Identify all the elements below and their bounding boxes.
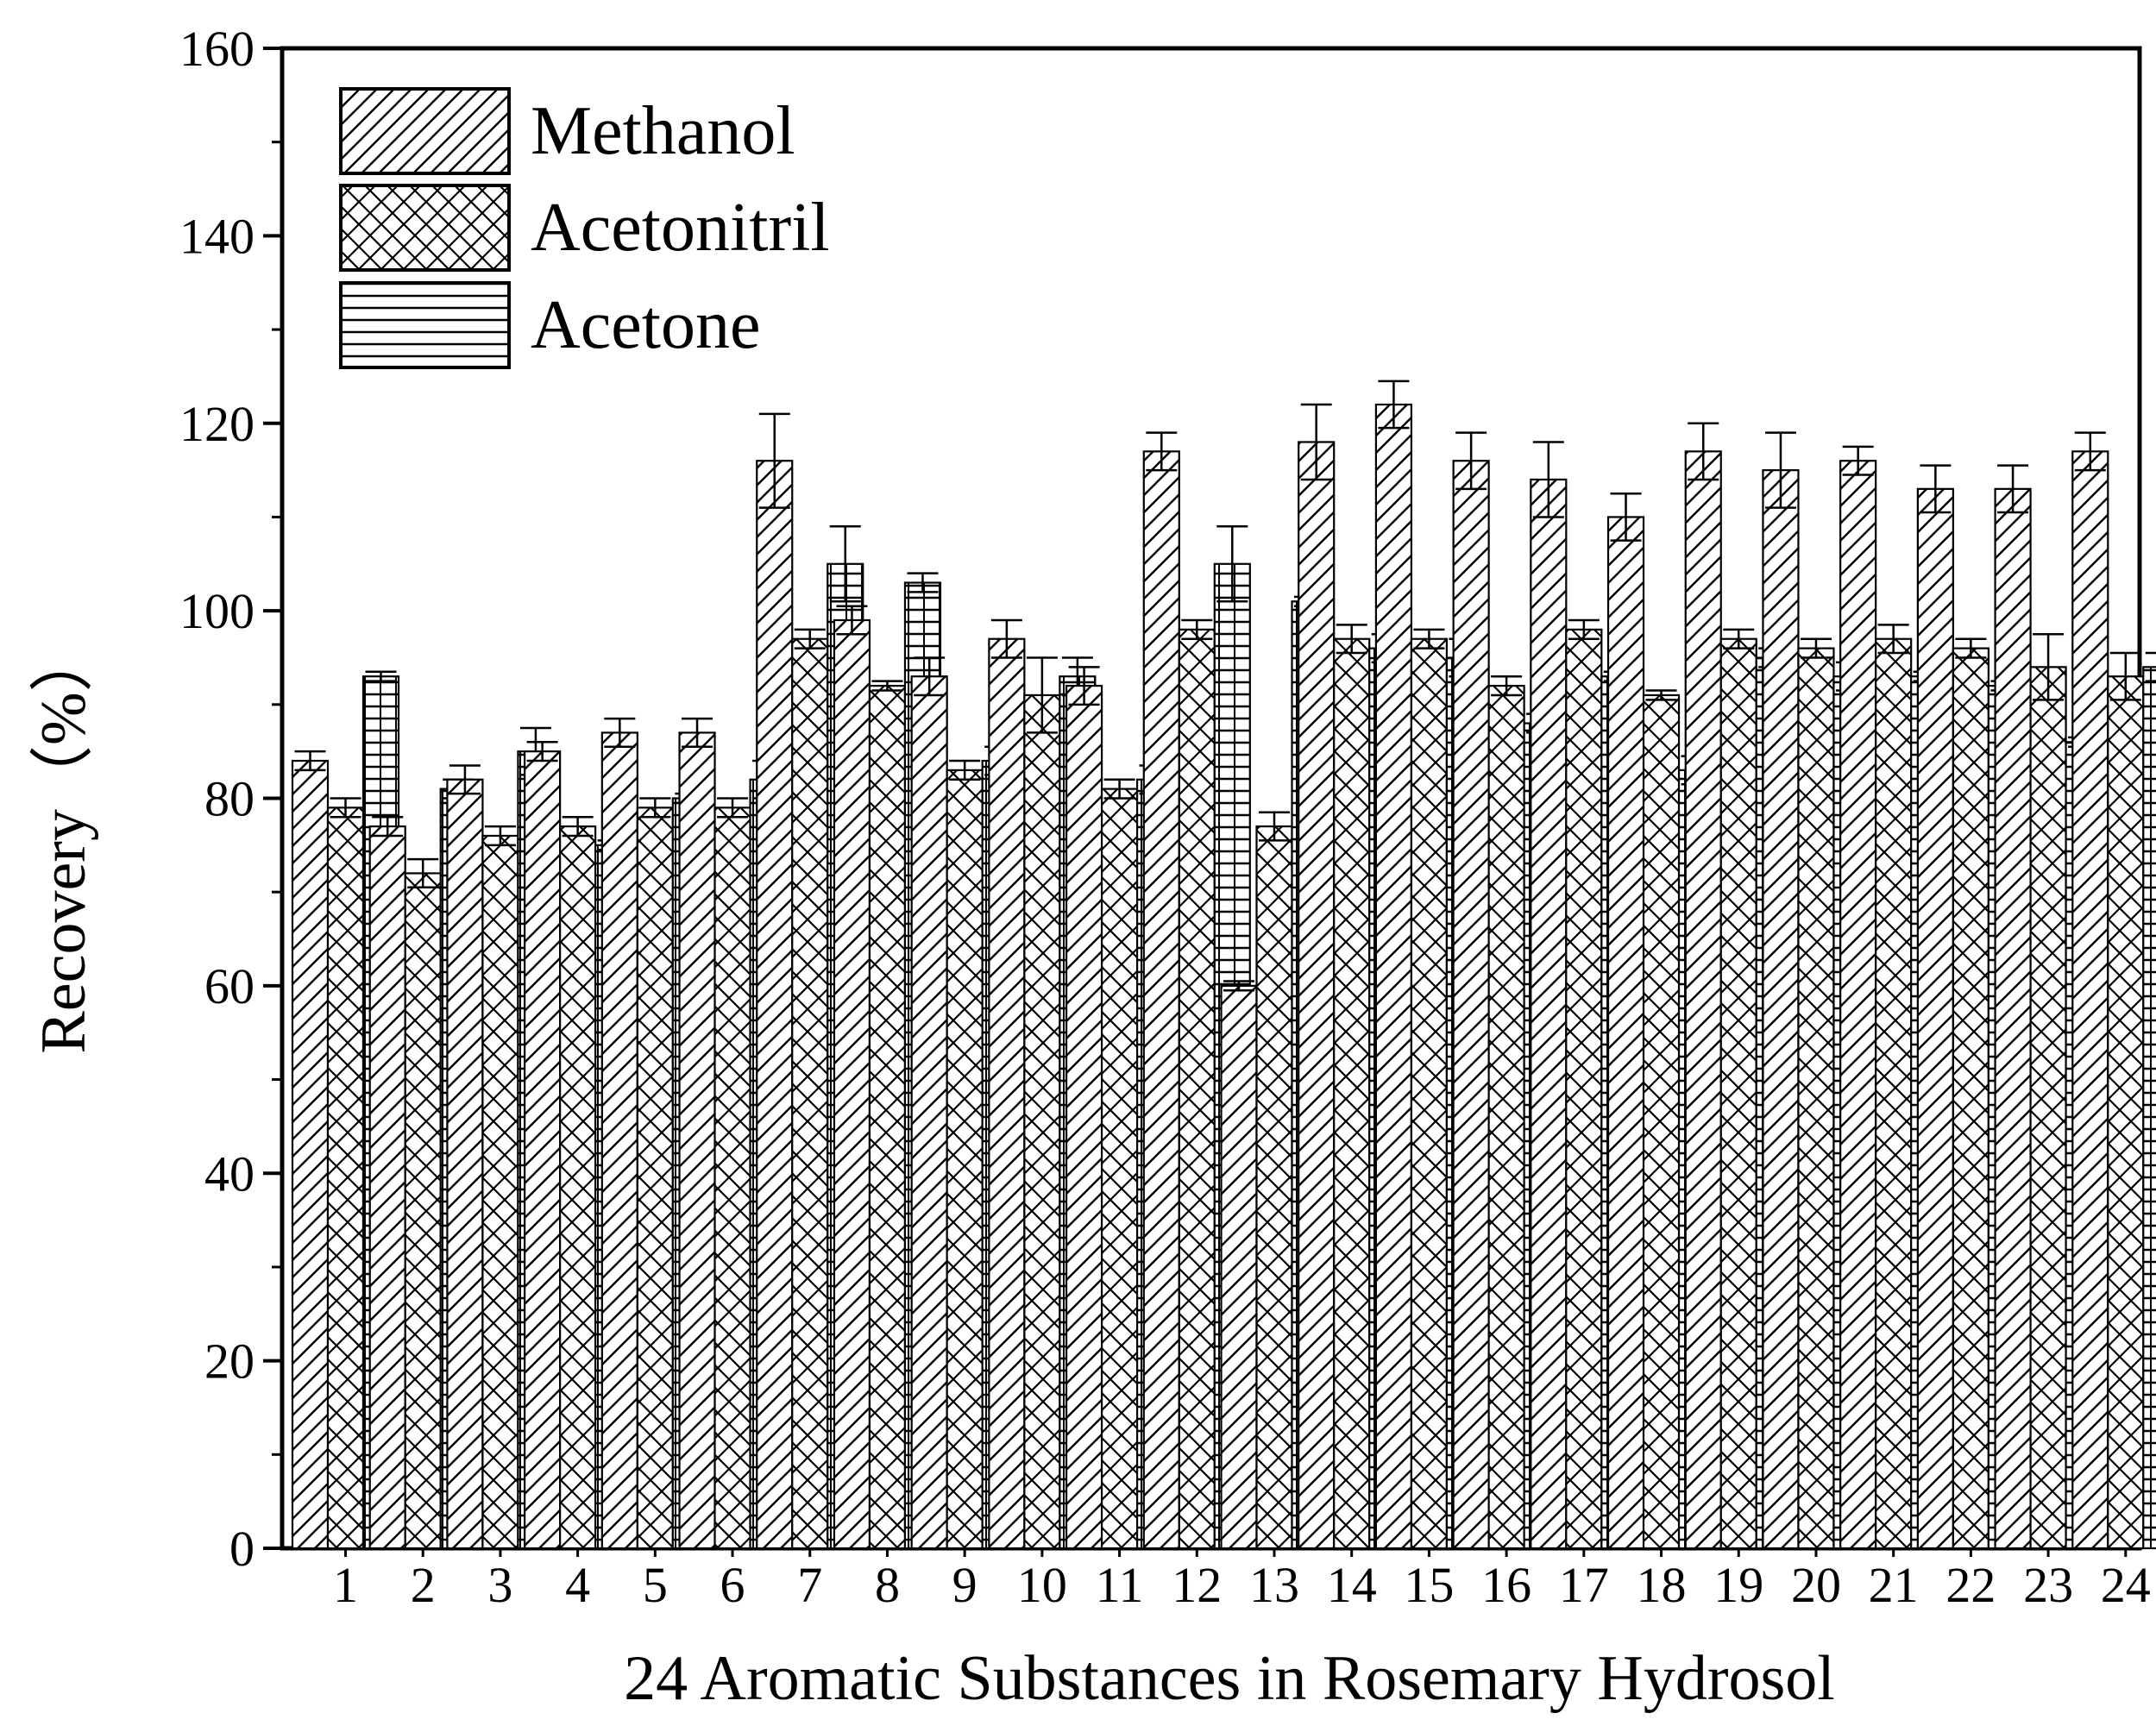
bar-methanol-14	[1298, 441, 1336, 1550]
bar-methanol-11	[1065, 684, 1103, 1550]
bar-acetonitril-16	[1487, 684, 1525, 1550]
bar-acetonitril-22	[1952, 647, 1989, 1550]
x-tick-label-15: 15	[1404, 1557, 1454, 1613]
bar-methanol-17	[1530, 478, 1568, 1550]
legend-swatch-acetonitril	[339, 184, 511, 272]
x-tick-label-2: 2	[411, 1557, 436, 1613]
bar-methanol-3	[446, 778, 484, 1550]
y-tick-label-40: 40	[204, 1145, 255, 1202]
bar-acetonitril-21	[1875, 637, 1913, 1550]
bar-methanol-15	[1374, 403, 1413, 1550]
bar-acetonitril-3	[481, 834, 519, 1550]
bar-acetonitril-12	[1178, 628, 1216, 1550]
x-tick-label-12: 12	[1172, 1557, 1222, 1613]
bar-methanol-9	[910, 675, 948, 1550]
bar-methanol-21	[1839, 460, 1877, 1550]
x-tick-label-1: 1	[333, 1557, 358, 1613]
bar-methanol-6	[678, 731, 716, 1550]
bar-methanol-5	[600, 731, 638, 1550]
x-tick-label-19: 19	[1713, 1557, 1763, 1613]
x-tick-label-17: 17	[1559, 1557, 1609, 1613]
x-tick-label-23: 23	[2023, 1557, 2073, 1613]
x-tick-label-20: 20	[1791, 1557, 1841, 1613]
x-tick-label-21: 21	[1869, 1557, 1919, 1613]
bar-acetonitril-23	[2029, 666, 2067, 1550]
y-tick-label-60: 60	[204, 958, 255, 1014]
y-tick-label-80: 80	[204, 771, 255, 827]
bar-methanol-18	[1606, 516, 1645, 1550]
bar-methanol-1	[291, 759, 330, 1550]
legend: Methanol Acetonitril Acetone	[339, 87, 830, 369]
axes-group: 1 2 3 4 5 6 7 8 9 10 11 12 13 14 15 16 17 18 19 20 21 22 23 240…	[179, 21, 2151, 1613]
x-tick-label-10: 10	[1017, 1557, 1067, 1613]
bar-methanol-23	[1994, 487, 2032, 1550]
bar-acetonitril-7	[791, 637, 829, 1550]
x-tick-label-3: 3	[487, 1557, 512, 1613]
legend-swatch-methanol	[339, 87, 511, 175]
bar-acetonitril-10	[1023, 693, 1061, 1550]
bar-acetonitril-20	[1797, 647, 1835, 1550]
y-axis-title: Recovery（%）	[28, 628, 99, 1053]
x-tick-label-11: 11	[1096, 1557, 1144, 1613]
legend-swatch-acetone	[339, 281, 511, 369]
bar-acetonitril-9	[946, 769, 984, 1550]
bar-acetonitril-19	[1719, 637, 1757, 1550]
legend-label-methanol: Methanol	[531, 93, 795, 169]
bar-acetonitril-2	[404, 872, 442, 1550]
bar-methanol-4	[524, 750, 562, 1550]
x-tick-label-8: 8	[875, 1557, 900, 1613]
bar-acetonitril-1	[326, 806, 365, 1550]
bar-acetone-24	[2142, 666, 2156, 1550]
bar-acetonitril-4	[559, 825, 597, 1550]
bar-acetonitril-17	[1565, 628, 1603, 1550]
bar-methanol-13	[1220, 984, 1258, 1550]
legend-label-acetonitril: Acetonitril	[531, 190, 830, 266]
bar-methanol-7	[756, 460, 794, 1550]
y-tick-label-140: 140	[179, 208, 255, 264]
bar-acetonitril-6	[713, 806, 751, 1550]
y-tick-label-20: 20	[204, 1334, 255, 1390]
bar-methanol-24	[2071, 450, 2109, 1550]
x-axis-title: 24 Aromatic Substances in Rosemary Hydro…	[624, 1643, 1835, 1714]
bar-acetonitril-5	[636, 806, 674, 1550]
y-tick-label-120: 120	[179, 396, 255, 452]
x-tick-label-24: 24	[2101, 1557, 2151, 1613]
bar-acetonitril-11	[1100, 788, 1139, 1550]
bar-methanol-2	[368, 825, 406, 1550]
x-tick-label-18: 18	[1637, 1557, 1687, 1613]
x-tick-label-5: 5	[643, 1557, 668, 1613]
bar-methanol-19	[1684, 450, 1722, 1550]
legend-label-acetone: Acetone	[531, 287, 761, 363]
x-tick-label-9: 9	[952, 1557, 977, 1613]
x-tick-label-7: 7	[797, 1557, 822, 1613]
x-tick-label-22: 22	[1945, 1557, 1996, 1613]
bar-acetonitril-13	[1255, 825, 1293, 1550]
x-tick-label-16: 16	[1481, 1557, 1531, 1613]
y-tick-label-0: 0	[229, 1521, 255, 1577]
bar-methanol-22	[1916, 487, 1954, 1550]
bar-methanol-10	[988, 637, 1026, 1550]
x-tick-label-6: 6	[720, 1557, 745, 1613]
y-tick-label-100: 100	[179, 583, 255, 639]
bar-methanol-12	[1142, 450, 1180, 1550]
bar-acetonitril-18	[1642, 693, 1681, 1550]
x-tick-label-13: 13	[1249, 1557, 1299, 1613]
x-tick-label-4: 4	[565, 1557, 590, 1613]
bar-acetonitril-24	[2107, 675, 2145, 1550]
y-tick-label-160: 160	[179, 21, 255, 77]
bar-methanol-20	[1762, 468, 1800, 1550]
bar-methanol-8	[833, 618, 871, 1550]
bar-methanol-16	[1452, 460, 1490, 1550]
bar-acetonitril-8	[868, 684, 907, 1550]
x-tick-label-14: 14	[1327, 1557, 1377, 1613]
bar-acetonitril-15	[1410, 637, 1449, 1550]
bar-acetonitril-14	[1333, 637, 1371, 1550]
